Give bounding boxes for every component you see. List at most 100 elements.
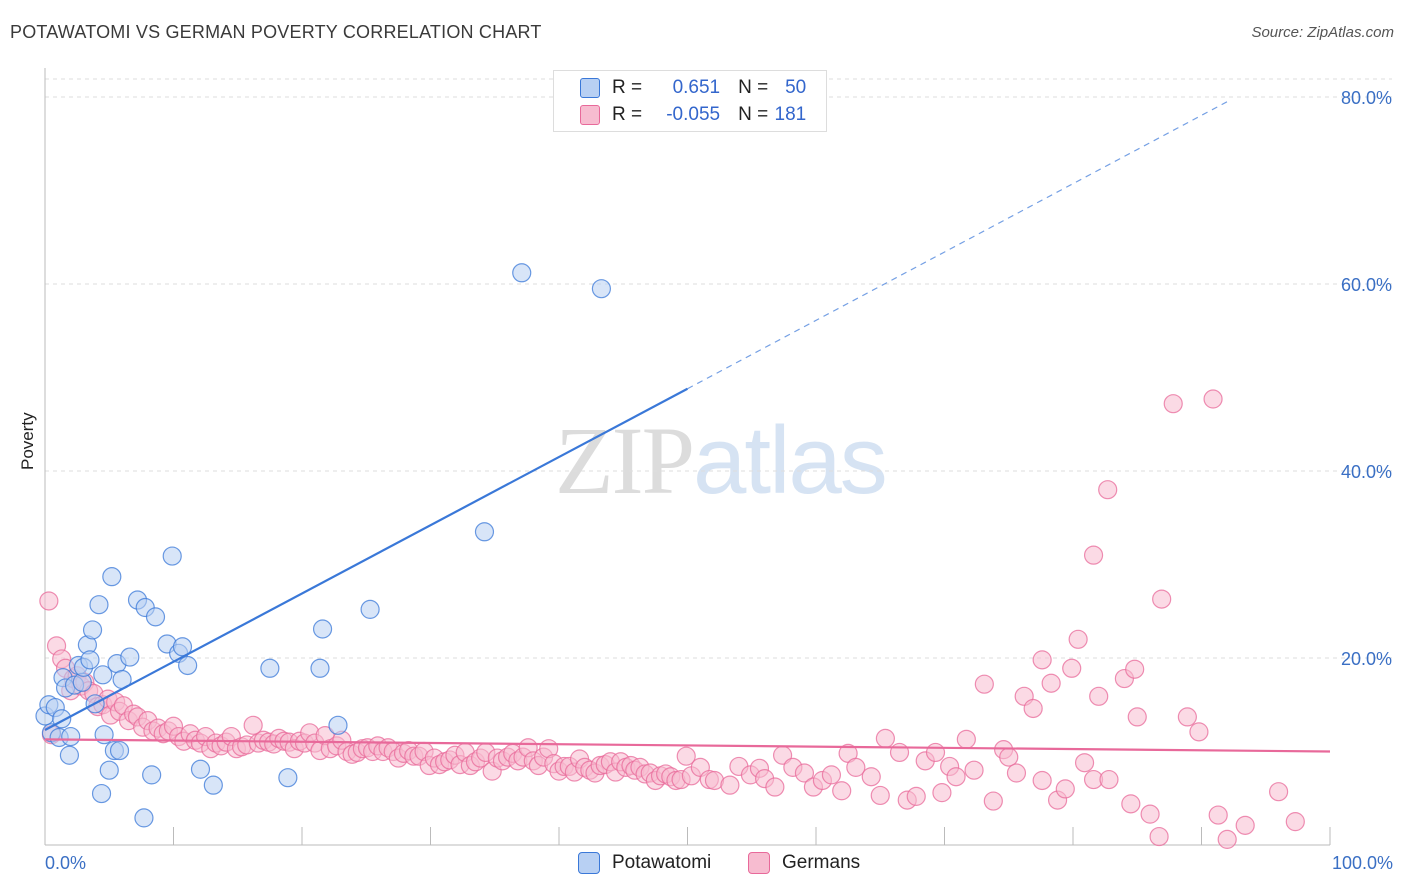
german-point: [243, 715, 263, 735]
german-point: [720, 775, 740, 795]
german-point: [1149, 826, 1169, 847]
german-point: [932, 783, 952, 803]
german-point: [1125, 659, 1145, 679]
potawatomi-point: [82, 620, 103, 640]
german-point: [861, 767, 881, 787]
german-point: [875, 728, 895, 749]
legend-r-value: -0.055: [666, 104, 721, 125]
german-point: [1099, 769, 1119, 790]
potawatomi-point: [120, 647, 140, 667]
potawatomi-point: [278, 768, 298, 788]
german-point: [1083, 545, 1104, 565]
potawatomi-point: [59, 745, 80, 765]
potawatomi-point: [162, 546, 182, 566]
potawatomi-point: [260, 658, 280, 678]
potawatomi-point: [109, 740, 130, 761]
legend-r-value: 0.651: [672, 77, 721, 98]
german-point: [925, 742, 946, 763]
source-credit: Source: ZipAtlas.com: [1251, 24, 1394, 41]
potawatomi-point: [93, 665, 113, 685]
german-point: [870, 785, 890, 806]
german-point: [1023, 698, 1043, 719]
german-point: [1032, 650, 1052, 670]
potawatomi-point: [512, 263, 532, 283]
potawatomi-point: [591, 279, 612, 299]
legend-r-label: R =: [612, 104, 643, 125]
watermark-zip: ZIP: [555, 407, 695, 514]
legend-n-label: N =: [738, 104, 769, 125]
german-point: [846, 757, 866, 777]
correlation-legend: R = 0.651 N = 50 R = -0.055 N = 181: [553, 70, 827, 132]
german-point: [1089, 686, 1109, 706]
german-point: [1098, 480, 1118, 500]
german-point: [1041, 673, 1061, 693]
german-point: [1203, 389, 1223, 409]
german-point: [1163, 394, 1183, 414]
german-point: [964, 760, 984, 780]
legend-n-label: N =: [738, 77, 769, 98]
watermark-atlas: atlas: [693, 407, 888, 514]
potawatomi-point: [91, 783, 112, 804]
x-tick-label: 0.0%: [45, 853, 86, 873]
german-point: [983, 791, 1003, 811]
series-legend: Potawatomi Germans: [0, 852, 1406, 876]
legend-row-germans: R = -0.055 N = 181: [580, 103, 806, 127]
potawatomi-point: [142, 765, 162, 785]
german-point: [889, 742, 910, 763]
german-point: [999, 747, 1019, 767]
watermark: ZIPatlas: [555, 405, 888, 516]
german-point: [946, 767, 966, 787]
german-point: [956, 729, 976, 749]
german-point: [765, 777, 785, 797]
german-point: [821, 765, 842, 785]
potawatomi-point: [89, 595, 109, 615]
german-point: [1068, 629, 1088, 649]
potawatomi-trend-extension: [687, 101, 1228, 390]
legend-swatch-blue: [578, 852, 600, 874]
german-point: [1285, 812, 1305, 832]
german-point: [794, 763, 815, 783]
potawatomi-point: [80, 650, 100, 670]
potawatomi-point: [134, 808, 154, 828]
german-point: [832, 781, 852, 801]
german-point: [1055, 779, 1075, 799]
legend-item-germans: Germans: [748, 852, 860, 874]
y-tick-label: 20.0%: [1341, 649, 1392, 669]
legend-r-label: R =: [612, 77, 643, 98]
x-tick-label: 100.0%: [1332, 853, 1393, 873]
potawatomi-point: [102, 567, 122, 587]
german-point: [1127, 707, 1147, 727]
legend-n-value: 181: [774, 104, 807, 125]
german-point: [1006, 763, 1027, 783]
german-point: [1032, 770, 1052, 791]
y-tick-label: 60.0%: [1341, 275, 1392, 295]
german-point: [1189, 722, 1209, 742]
potawatomi-point: [328, 715, 348, 735]
german-point: [974, 674, 994, 694]
german-point: [1121, 794, 1141, 814]
legend-swatch-pink: [748, 852, 770, 874]
german-point: [1208, 805, 1228, 825]
legend-swatch-pink: [580, 105, 600, 125]
potawatomi-point: [310, 658, 330, 678]
potawatomi-point: [312, 619, 333, 639]
potawatomi-point: [61, 726, 81, 747]
y-tick-label: 80.0%: [1341, 88, 1392, 108]
legend-label-germans: Germans: [782, 852, 861, 873]
german-point: [1268, 782, 1289, 802]
german-point: [1140, 804, 1160, 824]
legend-label-potawatomi: Potawatomi: [612, 852, 712, 873]
german-point: [1177, 707, 1197, 727]
potawatomi-trend-line: [44, 387, 689, 731]
legend-item-potawatomi: Potawatomi: [578, 852, 711, 874]
potawatomi-point: [99, 760, 119, 780]
german-point: [676, 746, 696, 766]
german-point: [1062, 658, 1082, 678]
german-point: [39, 591, 59, 611]
chart-title: POTAWATOMI VS GERMAN POVERTY CORRELATION…: [10, 22, 542, 42]
potawatomi-point: [178, 655, 198, 676]
legend-n-value: 50: [785, 77, 807, 98]
potawatomi-point: [474, 522, 495, 542]
german-point: [1074, 753, 1095, 773]
